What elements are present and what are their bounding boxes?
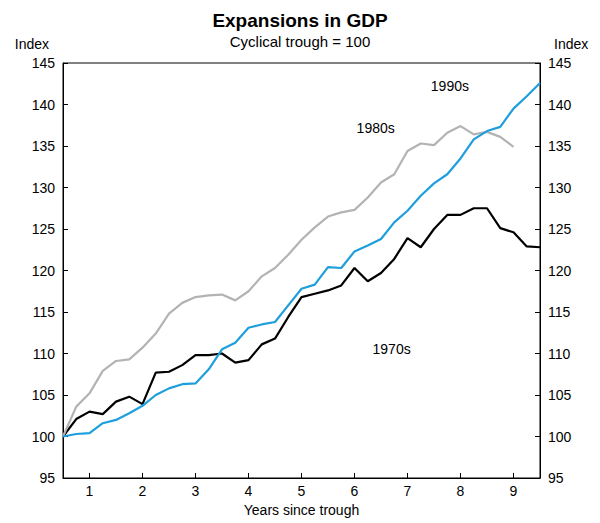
svg-text:8: 8	[457, 483, 465, 499]
svg-text:140: 140	[32, 97, 56, 113]
svg-text:7: 7	[404, 483, 412, 499]
svg-text:100: 100	[548, 429, 572, 445]
svg-text:110: 110	[548, 346, 571, 362]
svg-text:120: 120	[548, 263, 572, 279]
svg-text:125: 125	[32, 221, 56, 237]
svg-text:9: 9	[510, 483, 518, 499]
svg-text:Index: Index	[554, 36, 588, 52]
svg-text:3: 3	[192, 483, 200, 499]
svg-text:110: 110	[33, 346, 56, 362]
svg-text:Expansions in GDP: Expansions in GDP	[212, 10, 388, 31]
svg-text:Years since trough: Years since trough	[244, 502, 359, 518]
svg-text:140: 140	[548, 97, 572, 113]
svg-text:130: 130	[548, 180, 572, 196]
svg-text:115: 115	[33, 304, 56, 320]
svg-text:1980s: 1980s	[357, 120, 395, 136]
svg-text:130: 130	[32, 180, 56, 196]
svg-text:100: 100	[32, 429, 56, 445]
svg-text:1: 1	[86, 483, 94, 499]
svg-text:95: 95	[39, 470, 55, 486]
svg-text:Index: Index	[15, 36, 49, 52]
svg-text:1970s: 1970s	[373, 341, 411, 357]
svg-text:4: 4	[245, 483, 253, 499]
svg-text:135: 135	[548, 138, 572, 154]
svg-text:115: 115	[548, 304, 571, 320]
svg-text:6: 6	[351, 483, 359, 499]
svg-text:145: 145	[32, 55, 56, 71]
svg-text:2: 2	[139, 483, 147, 499]
svg-text:1990s: 1990s	[431, 78, 469, 94]
svg-text:145: 145	[548, 55, 572, 71]
svg-text:125: 125	[548, 221, 572, 237]
svg-text:135: 135	[32, 138, 56, 154]
svg-text:Cyclical trough = 100: Cyclical trough = 100	[230, 33, 371, 50]
svg-text:120: 120	[32, 263, 56, 279]
svg-text:105: 105	[548, 387, 572, 403]
svg-text:5: 5	[298, 483, 306, 499]
svg-text:95: 95	[548, 470, 564, 486]
svg-text:105: 105	[32, 387, 56, 403]
